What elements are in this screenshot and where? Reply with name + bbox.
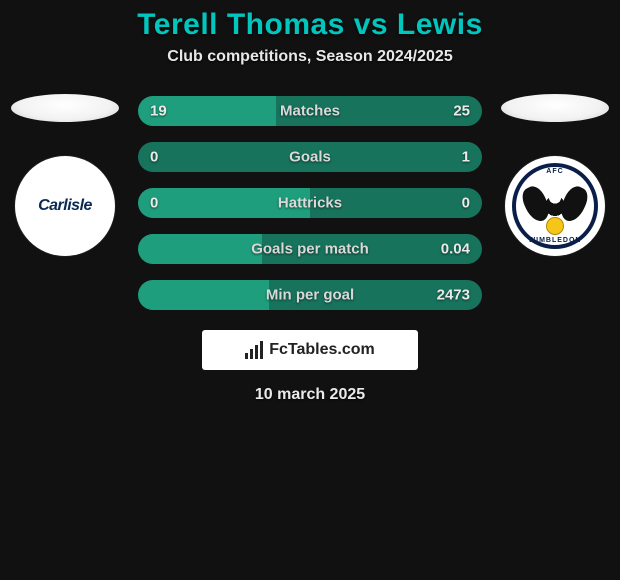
ball-icon xyxy=(546,217,564,235)
stat-label: Goals per match xyxy=(251,241,369,258)
stat-value-right: 0.04 xyxy=(441,241,470,258)
club-label-left: Carlisle xyxy=(38,197,92,215)
right-player-column: AFC WIMBLEDON xyxy=(500,94,610,256)
stat-bar: 0 Hattricks 0 xyxy=(138,188,482,218)
bars-icon xyxy=(245,341,263,359)
stat-bar: Goals per match 0.04 xyxy=(138,234,482,264)
bar-fill-left xyxy=(138,234,262,264)
stat-value-right: 0 xyxy=(462,195,470,212)
player-avatar-left xyxy=(11,94,119,122)
root: Terell Thomas vs Lewis Club competitions… xyxy=(0,0,620,404)
comparison-row: Carlisle 19 Matches 25 0 Goals 1 0 Hattricks 0 Go… xyxy=(0,94,620,310)
stat-value-right: 25 xyxy=(453,103,470,120)
club-arc-bottom: WIMBLEDON xyxy=(516,237,594,244)
player-avatar-right xyxy=(501,94,609,122)
club-arc-top: AFC xyxy=(516,168,594,175)
stat-bar: Min per goal 2473 xyxy=(138,280,482,310)
stat-label: Min per goal xyxy=(266,287,354,304)
subtitle: Club competitions, Season 2024/2025 xyxy=(0,48,620,66)
stat-bar: 0 Goals 1 xyxy=(138,142,482,172)
stat-value-right: 2473 xyxy=(437,287,470,304)
stat-label: Hattricks xyxy=(278,195,342,212)
date-stamp: 10 march 2025 xyxy=(0,386,620,404)
brand-text: FcTables.com xyxy=(269,341,375,359)
stat-value-left: 19 xyxy=(150,103,167,120)
club-crest-right: AFC WIMBLEDON xyxy=(512,163,598,249)
stat-bars: 19 Matches 25 0 Goals 1 0 Hattricks 0 Goals per m… xyxy=(138,94,482,310)
club-badge-right: AFC WIMBLEDON xyxy=(505,156,605,256)
stat-value-right: 1 xyxy=(462,149,470,166)
club-badge-left: Carlisle xyxy=(15,156,115,256)
stat-value-left: 0 xyxy=(150,149,158,166)
stat-bar: 19 Matches 25 xyxy=(138,96,482,126)
page-title: Terell Thomas vs Lewis xyxy=(0,8,620,42)
brand-box: FcTables.com xyxy=(202,330,418,370)
stat-label: Matches xyxy=(280,103,340,120)
stat-value-left: 0 xyxy=(150,195,158,212)
bar-fill-left xyxy=(138,280,269,310)
left-player-column: Carlisle xyxy=(10,94,120,256)
stat-label: Goals xyxy=(289,149,331,166)
